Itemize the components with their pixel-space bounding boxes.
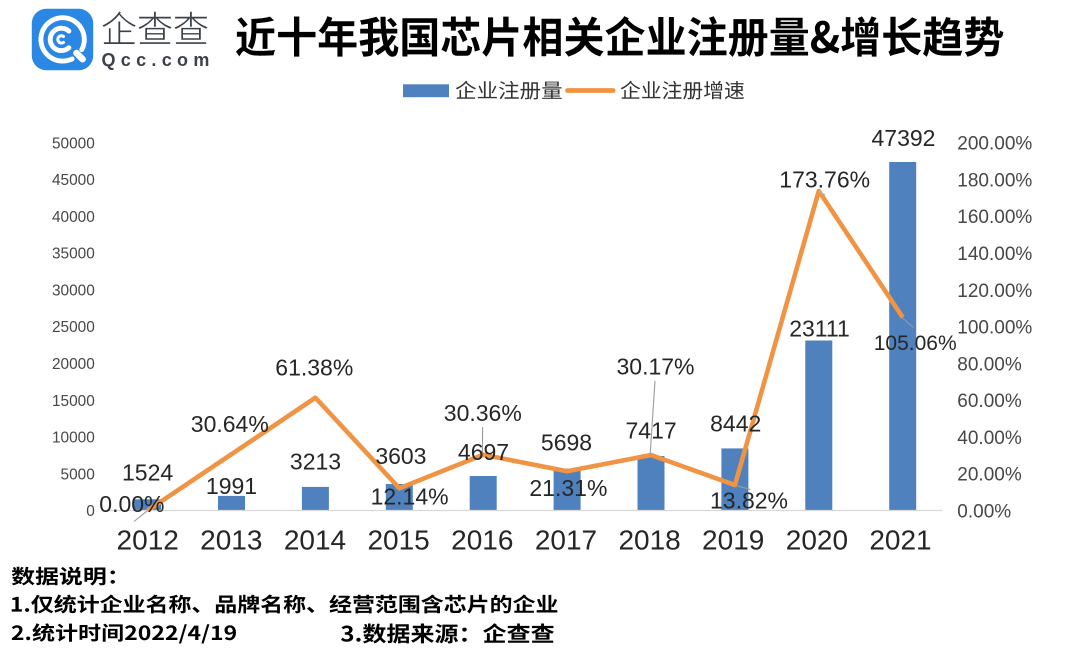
svg-text:40.00%: 40.00%	[957, 428, 1022, 449]
svg-text:2020: 2020	[786, 524, 848, 555]
svg-text:2012: 2012	[117, 524, 179, 555]
svg-text:30.64%: 30.64%	[191, 411, 269, 437]
svg-text:20000: 20000	[52, 356, 95, 373]
svg-text:1991: 1991	[206, 473, 257, 499]
svg-text:160.00%: 160.00%	[957, 207, 1032, 228]
svg-text:3603: 3603	[375, 443, 426, 469]
svg-text:35000: 35000	[52, 246, 95, 263]
svg-text:30.36%: 30.36%	[444, 400, 522, 426]
svg-text:50000: 50000	[52, 135, 95, 152]
svg-text:25000: 25000	[52, 319, 95, 336]
svg-text:2015: 2015	[367, 524, 429, 555]
svg-text:47392: 47392	[872, 125, 936, 151]
svg-text:100.00%: 100.00%	[957, 318, 1032, 339]
svg-text:5000: 5000	[61, 466, 95, 483]
svg-text:2013: 2013	[200, 524, 262, 555]
svg-text:105.06%: 105.06%	[874, 332, 957, 355]
svg-text:2018: 2018	[618, 524, 680, 555]
svg-text:2017: 2017	[535, 524, 597, 555]
svg-text:2021: 2021	[869, 524, 931, 555]
svg-text:4697: 4697	[458, 439, 509, 465]
svg-text:200.00%: 200.00%	[957, 134, 1032, 155]
svg-text:7417: 7417	[626, 418, 677, 444]
svg-text:10000: 10000	[52, 430, 95, 447]
svg-text:0.00%: 0.00%	[99, 491, 164, 517]
svg-text:21.31%: 21.31%	[529, 475, 607, 501]
svg-text:5698: 5698	[541, 430, 592, 456]
svg-text:8442: 8442	[710, 411, 761, 437]
svg-text:0: 0	[86, 503, 95, 520]
svg-text:30000: 30000	[52, 283, 95, 300]
svg-text:15000: 15000	[52, 393, 95, 410]
svg-text:120.00%: 120.00%	[957, 281, 1032, 302]
svg-text:12.14%: 12.14%	[371, 483, 449, 509]
svg-text:1524: 1524	[122, 459, 173, 485]
svg-text:23111: 23111	[789, 315, 850, 341]
svg-text:2016: 2016	[451, 524, 513, 555]
svg-text:180.00%: 180.00%	[957, 171, 1032, 192]
svg-text:60.00%: 60.00%	[957, 391, 1022, 412]
svg-text:20.00%: 20.00%	[957, 465, 1022, 486]
svg-text:Qcc.com: Qcc.com	[102, 50, 215, 70]
svg-text:80.00%: 80.00%	[957, 354, 1022, 375]
svg-text:40000: 40000	[52, 209, 95, 226]
svg-text:173.76%: 173.76%	[779, 167, 870, 193]
svg-text:30.17%: 30.17%	[616, 353, 694, 379]
svg-text:3213: 3213	[290, 448, 341, 474]
svg-text:140.00%: 140.00%	[957, 244, 1032, 265]
svg-text:2019: 2019	[702, 524, 764, 555]
svg-text:13.82%: 13.82%	[710, 488, 788, 514]
svg-text:45000: 45000	[52, 172, 95, 189]
svg-text:61.38%: 61.38%	[275, 354, 353, 380]
svg-text:2014: 2014	[284, 524, 346, 555]
svg-text:0.00%: 0.00%	[957, 501, 1011, 522]
